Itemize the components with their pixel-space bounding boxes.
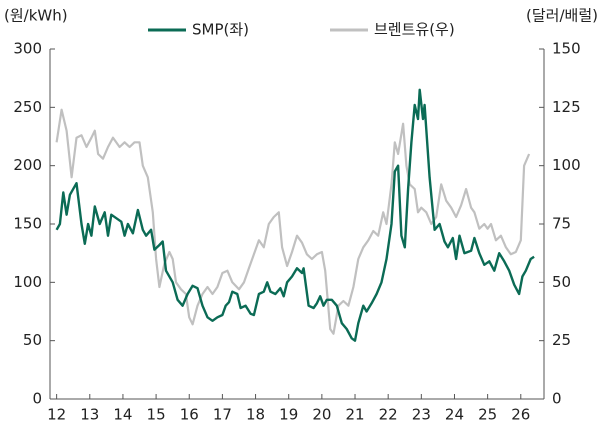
legend-label: SMP(좌) — [192, 21, 249, 39]
x-tick-label: 18 — [246, 406, 265, 424]
y2-tick-label: 75 — [552, 215, 571, 233]
y-tick-label: 250 — [13, 98, 42, 116]
x-tick-label: 17 — [213, 406, 232, 424]
y2-tick-label: 0 — [552, 390, 562, 408]
x-tick-label: 12 — [47, 406, 66, 424]
y-tick-label: 300 — [13, 40, 42, 58]
x-tick-label: 19 — [279, 406, 298, 424]
y-tick-label: 50 — [23, 331, 42, 349]
x-tick-label: 14 — [113, 406, 132, 424]
x-tick-label: 26 — [511, 406, 530, 424]
y2-tick-label: 50 — [552, 273, 571, 291]
data-line — [55, 108, 531, 335]
x-tick-label: 25 — [478, 406, 497, 424]
x-tick-label: 13 — [80, 406, 99, 424]
x-tick-label: 22 — [379, 406, 398, 424]
y-tick-label: 0 — [32, 390, 42, 408]
x-tick-label: 20 — [312, 406, 331, 424]
y2-tick-label: 25 — [552, 331, 571, 349]
y2-tick-label: 125 — [552, 98, 581, 116]
data-line — [55, 88, 535, 342]
x-tick-label: 21 — [345, 406, 364, 424]
legend-label: 브렌트유(우) — [374, 21, 455, 39]
y-tick-label: 200 — [13, 156, 42, 174]
y-tick-label: 150 — [13, 215, 42, 233]
y-tick-label: 100 — [13, 273, 42, 291]
x-tick-label: 24 — [445, 406, 464, 424]
y-axis-label: (원/kWh) — [4, 7, 68, 25]
y2-tick-label: 100 — [552, 156, 581, 174]
x-tick-label: 23 — [412, 406, 431, 424]
y2-axis-label: (달러/배럴) — [526, 7, 598, 25]
x-tick-label: 15 — [147, 406, 166, 424]
x-tick-label: 16 — [180, 406, 199, 424]
y2-tick-label: 150 — [552, 40, 581, 58]
